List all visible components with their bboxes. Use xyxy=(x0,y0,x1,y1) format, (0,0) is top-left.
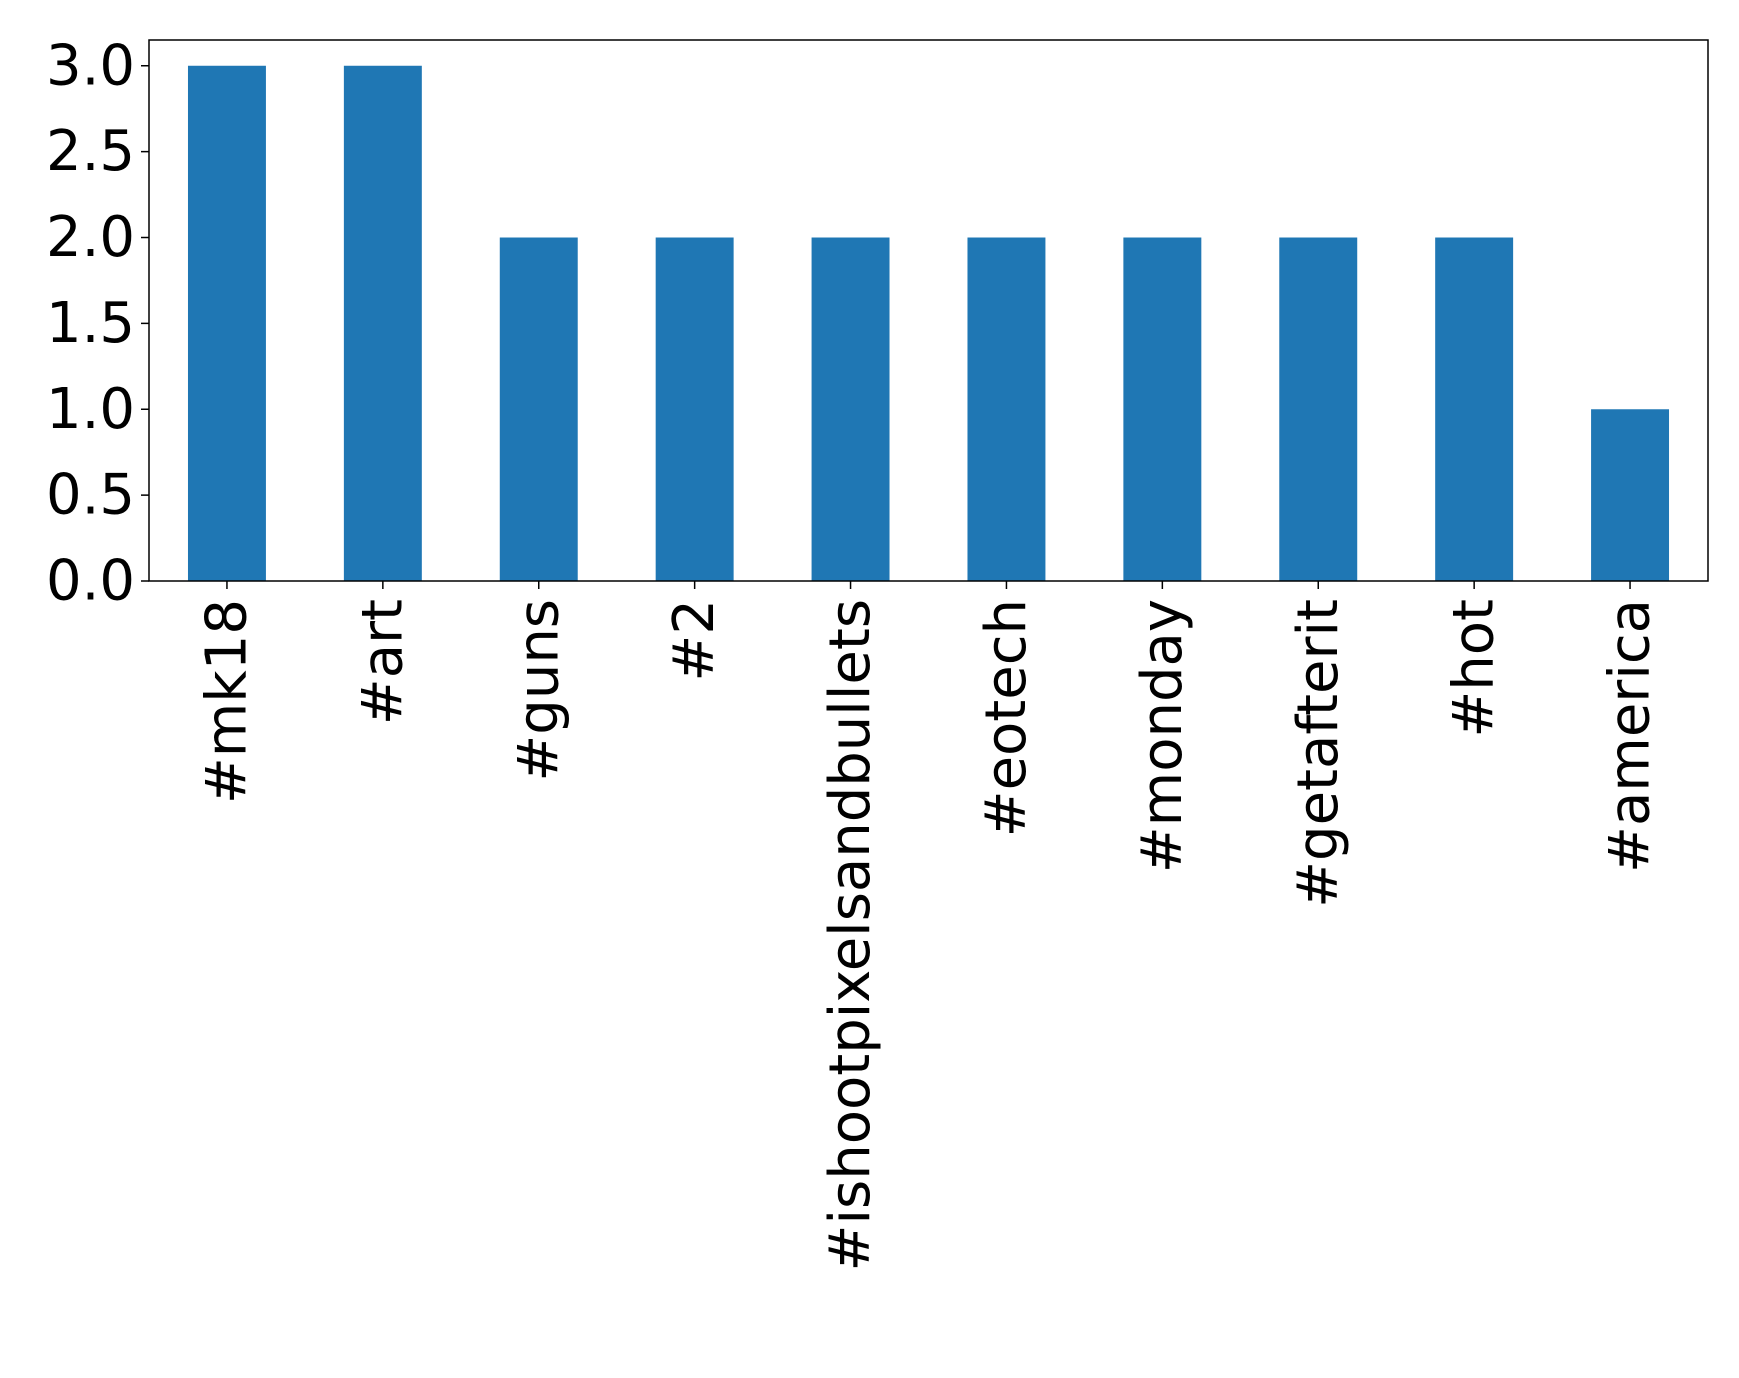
y-tick-label: 1.5 xyxy=(46,291,135,356)
y-tick-label: 2.0 xyxy=(46,205,135,270)
x-tick-label: #eotech xyxy=(974,599,1039,837)
bar xyxy=(1279,237,1358,581)
x-tick-label: #monday xyxy=(1130,599,1195,873)
bar xyxy=(811,237,890,581)
x-tick-label: #ishootpixelsandbullets xyxy=(818,599,883,1271)
x-tick-label: #getafterit xyxy=(1286,599,1351,908)
x-tick-label: #2 xyxy=(662,599,727,682)
bar xyxy=(343,65,422,581)
x-tick-label: #guns xyxy=(506,599,571,782)
bar xyxy=(1435,237,1514,581)
y-tick-label: 0.0 xyxy=(46,549,135,614)
x-tick-label: #hot xyxy=(1442,599,1507,738)
x-tick-label: #america xyxy=(1598,599,1663,873)
x-tick-label: #art xyxy=(350,599,415,725)
y-tick-label: 3.0 xyxy=(46,33,135,98)
y-tick-label: 2.5 xyxy=(46,119,135,184)
y-tick-label: 1.0 xyxy=(46,377,135,442)
bar xyxy=(655,237,734,581)
y-tick-label: 0.5 xyxy=(46,463,135,528)
bar xyxy=(187,65,266,581)
bar xyxy=(967,237,1046,581)
bar xyxy=(1591,409,1670,581)
x-tick-label: #mk18 xyxy=(194,599,259,804)
bar xyxy=(499,237,578,581)
bar xyxy=(1123,237,1202,581)
plot-frame xyxy=(148,39,1709,582)
